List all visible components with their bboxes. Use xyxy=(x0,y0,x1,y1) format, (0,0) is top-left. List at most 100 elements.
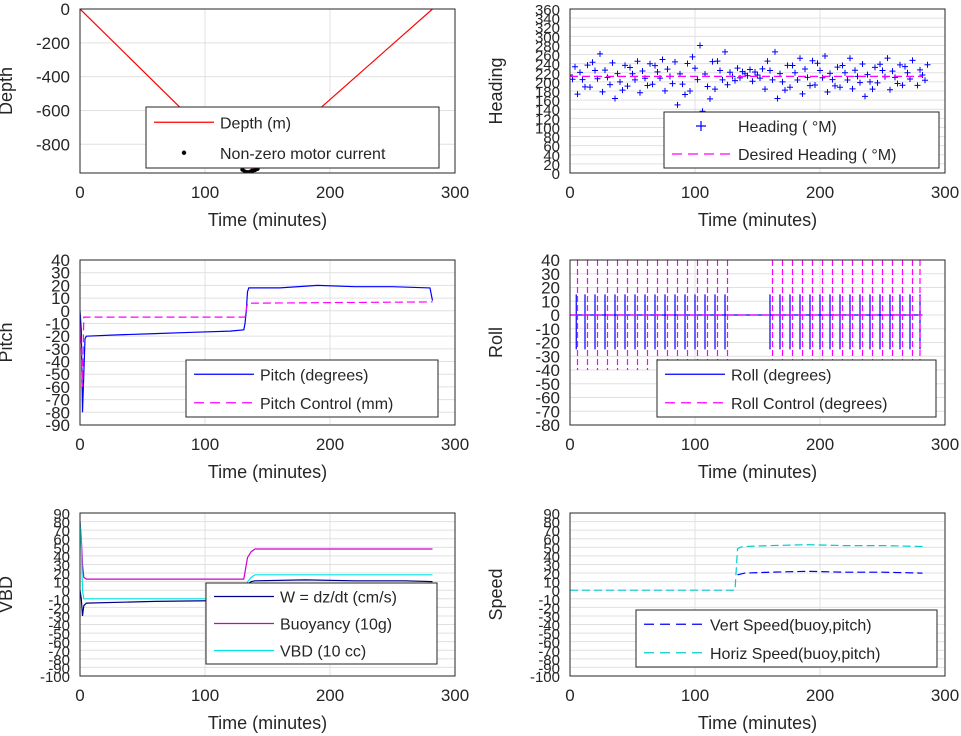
y-tick-label: 220 xyxy=(535,66,560,83)
y-tick-label: 10 xyxy=(53,575,70,592)
y-tick-label: -50 xyxy=(48,626,70,643)
heading-point xyxy=(834,64,841,71)
legend-box xyxy=(145,106,440,169)
heading-point xyxy=(924,61,931,68)
y-tick-label: -50 xyxy=(45,365,70,384)
series-speed-1 xyxy=(570,544,923,591)
y-tick-label: -100 xyxy=(40,669,70,686)
heading-point xyxy=(570,72,573,79)
y-tick-label: 20 xyxy=(543,566,560,583)
y-tick-label: -20 xyxy=(45,327,70,346)
heading-point xyxy=(894,80,901,87)
legend-box xyxy=(656,359,937,418)
series-line xyxy=(80,301,433,387)
x-axis-label: Time (minutes) xyxy=(208,462,327,482)
heading-point xyxy=(714,58,721,65)
heading-point xyxy=(724,81,731,88)
heading-point xyxy=(804,74,811,81)
y-tick-label: 30 xyxy=(543,557,560,574)
heading-point xyxy=(814,60,821,67)
heading-point xyxy=(897,61,903,68)
y-tick-label: 20 xyxy=(51,276,70,295)
y-tick-label: 30 xyxy=(51,264,70,283)
y-tick-label: -60 xyxy=(538,635,560,652)
x-axis-label: Time (minutes) xyxy=(208,713,327,733)
chart-roll: 0 100 200 300403020100-10-20-30-40-50-60-70… xyxy=(486,251,959,482)
legend-label: Heading ( °M) xyxy=(738,119,837,136)
x-tick-label: 200 xyxy=(806,183,834,202)
heading-point xyxy=(632,76,638,83)
series-heading-0 xyxy=(570,42,931,115)
y-tick-label: -70 xyxy=(48,643,70,660)
y-tick-label: -600 xyxy=(36,101,70,120)
y-tick-label: 320 xyxy=(535,20,560,37)
x-axis-label: Time (minutes) xyxy=(698,210,817,230)
x-tick-label: 0 xyxy=(565,183,574,202)
heading-point xyxy=(684,60,691,67)
heading-point xyxy=(614,70,621,77)
series-line xyxy=(737,570,923,576)
axes-frame xyxy=(569,512,946,677)
chart-depth: 0 100 200 300 0 -200 -400 -600 -800 Time (minutes… xyxy=(0,0,469,230)
x-tick-label: 100 xyxy=(191,435,219,454)
y-tick-label: -40 xyxy=(48,618,70,635)
heading-point xyxy=(732,77,738,84)
heading-point xyxy=(822,53,828,60)
heading-point xyxy=(862,93,868,100)
heading-point xyxy=(587,84,593,91)
x-tick-label: 300 xyxy=(441,183,469,202)
y-tick-label: 10 xyxy=(543,575,560,592)
series-roll-1 xyxy=(570,260,923,370)
legend-label: Roll (degrees) xyxy=(731,367,831,384)
heading-point xyxy=(734,65,741,72)
x-axis-label: Time (minutes) xyxy=(698,713,817,733)
x-tick-label: 100 xyxy=(191,686,219,705)
plot-area xyxy=(570,260,923,370)
heading-point xyxy=(694,76,701,83)
heading-point xyxy=(837,84,843,91)
heading-point xyxy=(654,68,661,75)
heading-point xyxy=(797,55,803,62)
y-tick-label: 240 xyxy=(535,57,560,74)
y-tick-label: 340 xyxy=(535,11,560,28)
y-tick-label: 40 xyxy=(53,549,70,566)
y-tick-label: -60 xyxy=(48,635,70,652)
heading-point xyxy=(574,91,581,98)
heading-point xyxy=(844,77,851,84)
y-tick-label: 90 xyxy=(53,506,70,523)
heading-point xyxy=(852,67,858,74)
heading-point xyxy=(599,88,606,95)
y-tick-label: 30 xyxy=(53,557,70,574)
heading-point xyxy=(612,95,618,102)
y-tick-label: -50 xyxy=(535,375,560,394)
series-pitch-0 xyxy=(80,284,434,413)
heading-point xyxy=(622,62,628,69)
legend: Roll (degrees) Roll Control (degrees) xyxy=(656,359,937,418)
y-tick-label: -60 xyxy=(535,389,560,408)
heading-point xyxy=(789,62,796,69)
heading-point xyxy=(777,70,783,77)
heading-point xyxy=(919,72,926,79)
y-tick-label: -90 xyxy=(48,660,70,677)
heading-point xyxy=(662,87,668,94)
heading-point xyxy=(589,59,596,66)
axes-frame xyxy=(79,512,456,677)
y-tick-label: 260 xyxy=(535,48,560,65)
heading-point xyxy=(859,60,866,67)
series-pitch-1 xyxy=(80,301,433,387)
y-tick-label: -50 xyxy=(538,626,560,643)
heading-point xyxy=(769,76,776,83)
y-axis-label: Roll xyxy=(486,327,506,358)
legend-label: Pitch Control (mm) xyxy=(260,396,393,413)
x-tick-label: 200 xyxy=(316,686,344,705)
x-tick-label: 100 xyxy=(681,435,709,454)
heading-point xyxy=(619,87,626,94)
heading-point xyxy=(697,42,703,49)
x-tick-label: 200 xyxy=(316,435,344,454)
y-tick-label: -70 xyxy=(535,402,560,421)
y-tick-label: 0 xyxy=(61,0,70,19)
y-tick-label: -60 xyxy=(45,378,70,397)
chart-vbd: 0 100 200 3009080706050403020100-10-20-30-4… xyxy=(0,506,469,733)
heading-point xyxy=(867,78,873,85)
